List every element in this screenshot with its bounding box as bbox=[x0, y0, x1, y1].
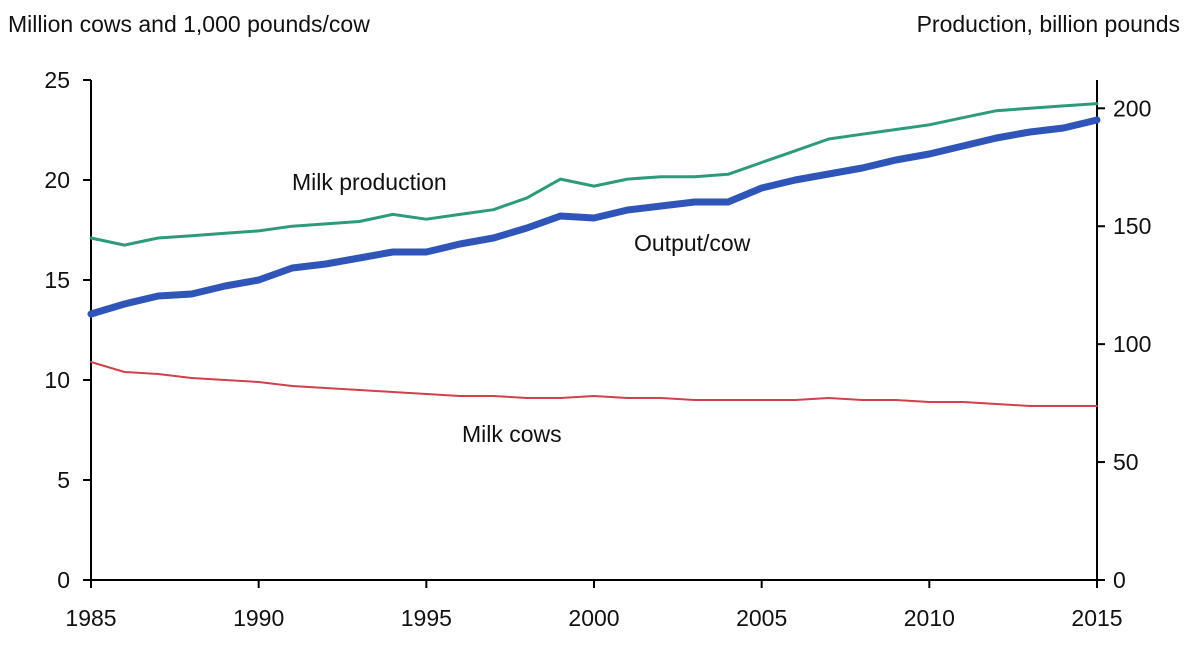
x-tick-label: 1990 bbox=[233, 605, 284, 631]
series-layer bbox=[87, 102, 1101, 407]
series-milk-cows bbox=[90, 361, 1098, 407]
x-tick-label: 2010 bbox=[904, 605, 955, 631]
x-tick-label: 2000 bbox=[568, 605, 619, 631]
right-tick-label: 200 bbox=[1113, 95, 1151, 121]
left-tick-label: 5 bbox=[57, 467, 70, 493]
right-tick-label: 150 bbox=[1113, 213, 1151, 239]
annotation-output-per-cow: Output/cow bbox=[634, 230, 751, 256]
right-tick-label: 0 bbox=[1113, 567, 1126, 593]
right-tick-label: 50 bbox=[1113, 449, 1139, 475]
x-tick-label: 1985 bbox=[65, 605, 116, 631]
axes: 0 5 10 15 20 25 0 50 100 150 200 1985 1990 1995 2000 20… bbox=[44, 67, 1151, 631]
left-tick-label: 25 bbox=[44, 67, 70, 93]
left-tick-label: 10 bbox=[44, 367, 70, 393]
left-tick-label: 20 bbox=[44, 167, 70, 193]
right-tick-label: 100 bbox=[1113, 331, 1151, 357]
x-tick-label: 2015 bbox=[1071, 605, 1122, 631]
right-axis-label: Production, billion pounds bbox=[917, 11, 1180, 37]
left-axis-label: Million cows and 1,000 pounds/cow bbox=[8, 11, 370, 37]
annotation-milk-production: Milk production bbox=[292, 169, 447, 195]
annotation-milk-cows: Milk cows bbox=[462, 421, 562, 447]
x-tick-label: 2005 bbox=[736, 605, 787, 631]
left-tick-label: 0 bbox=[57, 567, 70, 593]
series-milk-production bbox=[89, 102, 1099, 247]
x-tick-label: 1995 bbox=[401, 605, 452, 631]
series-output-per-cow bbox=[87, 116, 1101, 318]
left-tick-label: 15 bbox=[44, 267, 70, 293]
